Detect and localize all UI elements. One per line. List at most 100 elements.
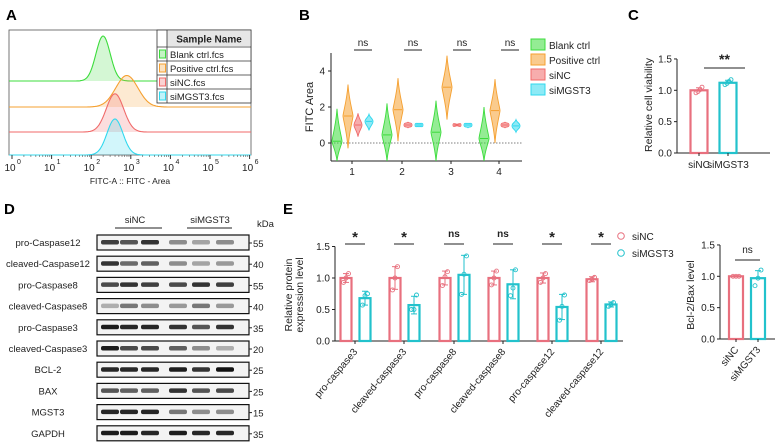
blot-band [169,367,187,372]
legend-marker [617,232,625,240]
data-point [346,271,351,277]
blot-group-label: siNC [125,215,146,226]
blot-band [120,240,138,245]
blot-band [141,346,159,351]
blot-band [101,409,119,415]
kda-value: 35 [253,430,264,441]
panel-label-e: E [283,201,293,218]
x-tick-label: pro-caspase8 [412,347,460,401]
blot-band [216,346,234,351]
blot-band [169,430,187,436]
blot-band [101,388,119,393]
blot-band [169,324,187,330]
data-point [459,291,464,297]
significance-label: ns [358,38,369,49]
legend-swatch [530,53,546,66]
bar [339,276,353,343]
panel-label-c: C [628,7,639,24]
kda-value: 40 [253,303,264,314]
legend-marker [617,249,625,257]
data-point [508,293,513,299]
blot-band [192,240,210,245]
blot-band [101,240,119,245]
y-tick-label: 0.5 [658,117,672,128]
data-point [559,303,565,309]
x-tick-label: cleaved-caspase3 [349,347,410,416]
bar [718,81,738,155]
legend-header: Sample Name [176,35,242,46]
data-point [341,279,346,285]
legend-item: siMGST3 [549,86,591,97]
data-point [510,285,516,291]
data-point [733,273,739,279]
y-tick-label: 0.5 [316,305,330,316]
data-point [491,275,497,281]
blot-band [120,324,138,330]
y-tick-label: 1.5 [316,242,330,253]
data-point [699,84,705,90]
blot-band [101,324,119,330]
y-tick-label: 4 [319,67,325,78]
x-tick-label: 10 [202,163,214,174]
x-tick-label: 10 [163,163,175,174]
blot-band [216,367,234,372]
blot-row-label: pro-Caspase3 [18,323,78,334]
data-point [538,279,543,285]
blot-row-label: cleaved-Caspase12 [6,259,90,270]
blot-band [141,324,159,330]
x-tick-label: 10 [242,163,254,174]
blot-band [169,409,187,415]
x-axis-label: FITC-A :: FITC - Area [90,176,171,186]
data-point [728,77,734,83]
legend-item: siNC.fcs [170,78,206,89]
bar [487,276,501,343]
y-axis-label: Relative cell viability [643,57,655,152]
significance-label: * [352,229,358,246]
x-tick-exponent: 0 [17,159,21,166]
y-tick-label: 1.0 [701,272,715,283]
y-tick-label: 1.0 [658,86,672,97]
blot-band [101,282,119,287]
data-point [464,253,469,259]
y-tick-label: 1.0 [316,274,330,285]
kda-value: 25 [253,366,264,377]
blot-band [216,240,234,245]
significance-label: * [401,229,407,246]
panel-label-d: D [4,201,15,218]
significance-label: ns [408,38,419,49]
data-point [592,274,597,280]
blot-row-label: cleaved-Caspase3 [9,344,88,355]
blot-band [120,388,138,393]
x-tick-label: 10 [4,163,16,174]
legend-item: Positive ctrl.fcs [170,64,234,75]
legend-swatch [530,83,546,96]
data-point [360,302,365,308]
x-tick-exponent: 3 [136,159,140,166]
data-point [730,273,736,279]
blot-band [192,409,210,415]
x-tick-exponent: 6 [255,159,259,166]
kda-value: 15 [253,409,264,420]
blot-group-label: siMGST3 [190,215,230,226]
blot-band [192,388,210,393]
bar [749,277,767,341]
legend-swatch [159,63,166,73]
legend-item: Blank ctrl.fcs [170,50,224,61]
blot-band [120,346,138,351]
legend-item: siMGST3.fcs [170,92,225,103]
blot-band [216,324,234,330]
violin [364,112,374,131]
x-tick-label: pro-caspase12 [506,347,557,405]
data-point [409,307,414,312]
blot-band [141,240,159,245]
legend-swatch [159,49,166,59]
data-point [411,307,417,312]
significance-label: ns [448,229,460,240]
data-point [390,287,395,293]
kda-value: 55 [253,239,264,250]
blot-band [192,430,210,436]
blot-band [216,430,234,436]
data-point [494,268,499,274]
blot-band [192,261,210,266]
histogram-fill [9,75,251,107]
